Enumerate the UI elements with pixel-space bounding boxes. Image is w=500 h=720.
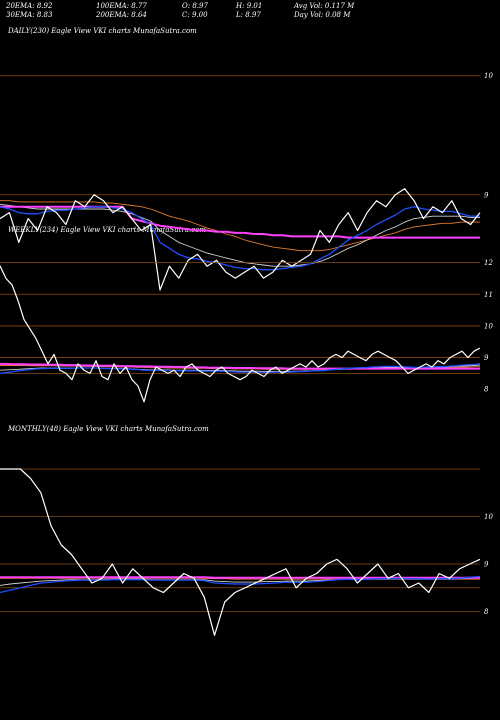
stat-avg-vol: Avg Vol: 0.117 M (294, 2, 355, 10)
series-ema100-0 (0, 200, 480, 252)
stat-20ema: 20EMA: 8.92 (6, 2, 53, 10)
stat-100ema: 100EMA: 8.77 (96, 2, 147, 10)
daily-panel-title: DAILY(230) Eagle View VKI charts MunafaS… (8, 27, 197, 35)
ytick-label-0-1: 9 (484, 191, 489, 199)
monthly-panel-title: MONTHLY(48) Eagle View VKI charts Munafa… (8, 425, 209, 433)
series-price-1 (0, 265, 481, 403)
ytick-label-1-4: 8 (484, 386, 489, 394)
stat-200ema: 200EMA: 8.64 (96, 11, 147, 19)
ytick-label-1-1: 11 (484, 291, 493, 299)
stat-high: H: 9.01 (236, 2, 263, 10)
series-ema20-0 (0, 206, 480, 271)
series-price-2 (0, 468, 481, 636)
series-ema20-1 (0, 363, 481, 375)
stat-30ema: 30EMA: 8.83 (6, 11, 53, 19)
ytick-label-1-2: 10 (484, 322, 493, 330)
ytick-label-0-0: 10 (484, 72, 493, 80)
stat-open: O: 8.97 (182, 2, 208, 10)
series-ema30-0 (0, 203, 480, 267)
ytick-label-2-0: 10 (484, 513, 493, 521)
ytick-label-2-2: 8 (484, 608, 489, 616)
series-ema200-2 (0, 576, 480, 579)
stat-low: L: 8.97 (236, 11, 261, 19)
series-ema200-0 (0, 205, 480, 239)
weekly-panel-title: WEEKLY(234) Eagle View VKI charts Munafa… (8, 226, 207, 234)
ytick-label-1-3: 9 (484, 354, 489, 362)
stat-close: C: 9.00 (182, 11, 208, 19)
series-ema20-2 (0, 575, 481, 594)
stat-day-vol: Day Vol: 0.08 M (294, 11, 351, 19)
ytick-label-1-0: 12 (484, 259, 493, 267)
ytick-label-2-1: 9 (484, 561, 489, 569)
series-price-0 (0, 188, 481, 291)
